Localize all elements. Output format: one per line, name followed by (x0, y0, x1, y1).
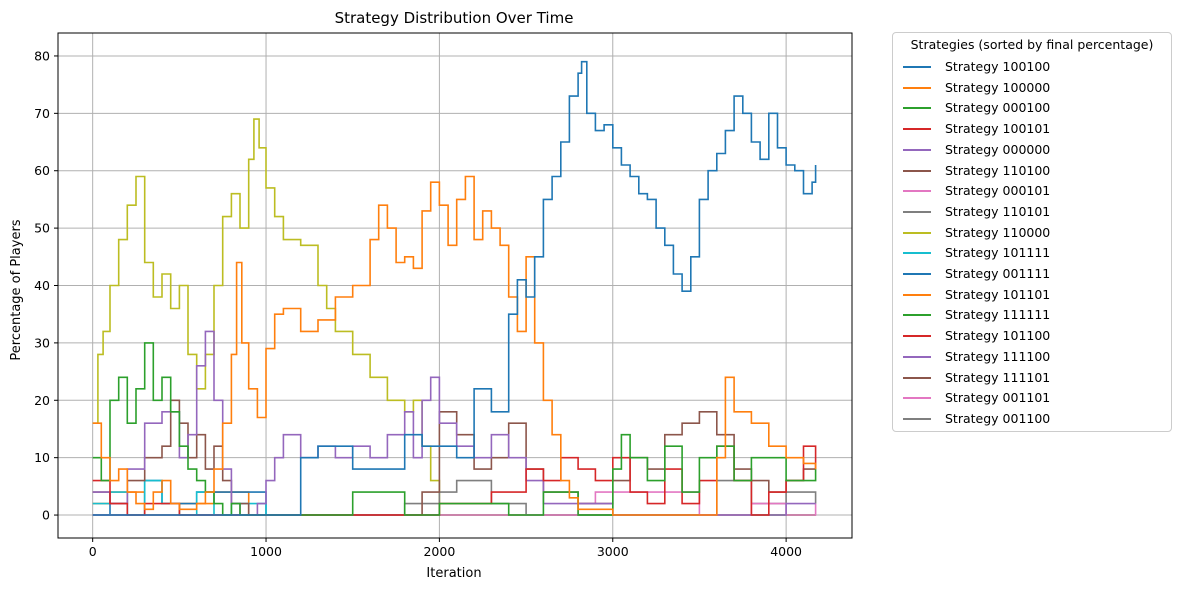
legend-label: Strategy 000000 (945, 141, 1051, 157)
legend-swatch (903, 107, 931, 110)
legend-item: Strategy 100000 (903, 78, 1168, 98)
legend-item: Strategy 111111 (903, 305, 1168, 325)
legend-item: Strategy 000000 (903, 140, 1168, 160)
x-tick-label: 0 (89, 544, 97, 559)
x-axis-label: Iteration (426, 566, 481, 581)
legend-swatch (903, 148, 931, 151)
legend-item: Strategy 000100 (903, 98, 1168, 118)
legend-label: Strategy 001101 (945, 390, 1051, 406)
legend-item: Strategy 110101 (903, 202, 1168, 222)
legend-swatch (903, 66, 931, 68)
x-tick-label: 2000 (423, 544, 455, 559)
legend-swatch (903, 210, 931, 213)
x-tick-label: 1000 (250, 544, 282, 559)
legend-swatch (903, 417, 931, 420)
legend-item: Strategy 100100 (903, 57, 1168, 77)
legend-swatch (903, 252, 931, 255)
series-line-strategy-000000 (92, 330, 816, 516)
x-tick-label: 3000 (597, 544, 629, 559)
legend: Strategies (sorted by final percentage) … (892, 32, 1172, 432)
legend-swatch (903, 273, 931, 275)
y-tick-label: 10 (34, 450, 50, 465)
chart: 0 1000 2000 3000 4000 0 10 20 30 40 50 60 70 80 Strat… (9, 9, 853, 581)
y-axis-label: Percentage of Players (9, 219, 24, 360)
legend-item: Strategy 101100 (903, 326, 1168, 346)
legend-label: Strategy 101111 (945, 245, 1051, 261)
legend-item: Strategy 101101 (903, 285, 1168, 305)
legend-label: Strategy 000100 (945, 100, 1051, 116)
legend-swatch (903, 231, 931, 234)
legend-item: Strategy 101111 (903, 243, 1168, 263)
series-line-strategy-000100 (92, 342, 817, 516)
legend-swatch (903, 86, 931, 89)
chart-title: Strategy Distribution Over Time (335, 9, 574, 27)
legend-swatch (903, 128, 931, 131)
legend-title: Strategies (sorted by final percentage) (910, 37, 1154, 52)
legend-swatch (903, 335, 931, 338)
legend-swatch (903, 314, 931, 317)
y-tick-label: 0 (42, 508, 50, 523)
legend-item: Strategy 111101 (903, 368, 1168, 388)
y-tick-label: 50 (34, 221, 50, 236)
legend-item: Strategy 110100 (903, 161, 1168, 181)
legend-label: Strategy 100100 (945, 59, 1051, 74)
legend-item: Strategy 110000 (903, 223, 1168, 243)
x-tick-label: 4000 (770, 544, 802, 559)
legend-swatch (903, 376, 931, 379)
y-tick-label: 70 (34, 106, 50, 121)
y-tick-label: 30 (34, 335, 50, 350)
legend-label: Strategy 110101 (945, 203, 1051, 219)
legend-label: Strategy 101101 (945, 286, 1051, 302)
legend-swatch (903, 190, 931, 193)
y-tick-label: 40 (34, 278, 50, 293)
legend-label: Strategy 110100 (945, 162, 1051, 178)
legend-label: Strategy 111101 (945, 369, 1051, 385)
legend-swatch (903, 355, 931, 358)
legend-label: Strategy 101100 (945, 328, 1051, 344)
legend-label: Strategy 000101 (945, 183, 1051, 199)
legend-item: Strategy 001100 (903, 409, 1168, 429)
series-line-strategy-110101 (92, 479, 817, 516)
series-line-strategy-100000 (92, 175, 817, 516)
series-line-strategy-101111 (92, 479, 816, 516)
legend-item: Strategy 111100 (903, 347, 1168, 367)
legend-item: Strategy 100101 (903, 119, 1168, 139)
legend-label: Strategy 111100 (945, 348, 1051, 364)
legend-label: Strategy 100101 (945, 121, 1051, 137)
legend-label: Strategy 110000 (945, 224, 1051, 240)
series-layer (92, 60, 817, 516)
legend-item: Strategy 001101 (903, 388, 1168, 408)
axis-ticks: 0 1000 2000 3000 4000 0 10 20 30 40 50 60 70 80 (34, 48, 802, 559)
series-line-strategy-100100 (92, 60, 817, 516)
grid-lines (58, 33, 852, 538)
legend-label: Strategy 111111 (945, 307, 1051, 323)
y-tick-label: 80 (34, 48, 50, 63)
y-tick-label: 20 (34, 393, 50, 408)
y-tick-label: 60 (34, 163, 50, 178)
legend-item: Strategy 000101 (903, 181, 1168, 201)
series-line-strategy-110000 (92, 118, 816, 516)
legend-item: Strategy 001111 (903, 264, 1168, 284)
legend-label: Strategy 100000 (945, 79, 1051, 95)
legend-swatch (903, 397, 931, 400)
legend-swatch (903, 293, 931, 296)
legend-label: Strategy 001111 (945, 266, 1051, 281)
legend-label: Strategy 001100 (945, 410, 1051, 426)
series-line-strategy-001111 (92, 479, 816, 516)
legend-swatch (903, 169, 931, 172)
